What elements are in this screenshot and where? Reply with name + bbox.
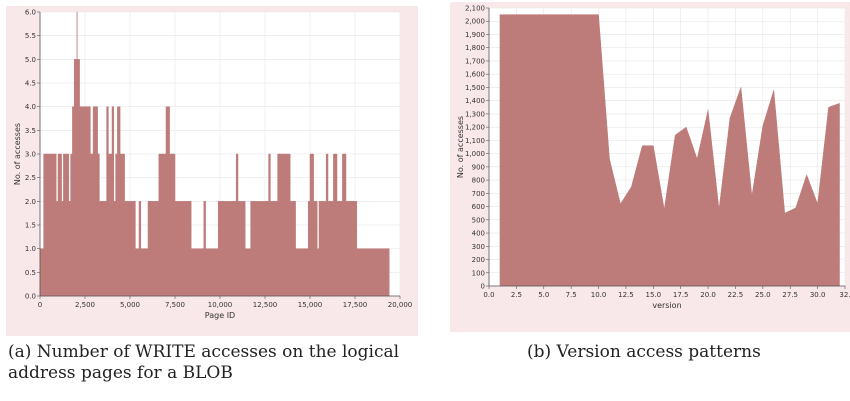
- y-tick-label-4: 400: [472, 230, 485, 238]
- x-tick-label-7: 17,500: [343, 301, 368, 309]
- y-tick-label-0: 0: [481, 283, 485, 291]
- x-tick-label-2: 5,000: [120, 301, 140, 309]
- chart-version-access: 0 100 200 300 400 500 600 700 800 900 1,000 1,100 1,…: [456, 5, 850, 311]
- area-series: [39, 11, 390, 297]
- y-tick-label-8: 4.0: [25, 103, 36, 111]
- y-axis-label: No. of accesses: [456, 116, 465, 178]
- caption-a: (a) Number of WRITE accesses on the logi…: [8, 342, 400, 383]
- x-tick-label-13: 32.: [839, 291, 850, 299]
- x-tick-label-8: 20,000: [388, 301, 413, 309]
- y-axis-label: No. of accesses: [13, 123, 22, 185]
- x-axis-label: Page ID: [205, 311, 235, 320]
- x-tick-label-1: 2,500: [75, 301, 95, 309]
- y-tick-label-18: 1,800: [465, 44, 485, 52]
- y-tick-label-5: 500: [472, 216, 485, 224]
- y-tick-label-1: 0.5: [25, 269, 36, 277]
- chart-write-accesses: 0.0 0.5 1.0 1.5 2.0 2.5 3.0 3.5 4.0 4.5 5.0 5.5 6.0 0…: [13, 9, 413, 321]
- y-tick-label-11: 1,100: [465, 137, 485, 145]
- y-tick-label-5: 2.5: [25, 174, 36, 182]
- x-tick-label-11: 27.5: [782, 291, 798, 299]
- x-tick-label-12: 30.0: [810, 291, 826, 299]
- x-tick-label-4: 10,000: [208, 301, 233, 309]
- y-tick-label-6: 3.0: [25, 151, 36, 159]
- y-tick-label-7: 3.5: [25, 127, 36, 135]
- x-tick-label-10: 25.0: [755, 291, 771, 299]
- y-tick-label-14: 1,400: [465, 97, 485, 105]
- x-tick-label-5: 12,500: [253, 301, 278, 309]
- x-tick-label-1: 2.5: [511, 291, 522, 299]
- y-tick-label-10: 1,000: [465, 150, 485, 158]
- chart-panel-write-accesses: 0.0 0.5 1.0 1.5 2.0 2.5 3.0 3.5 4.0 4.5 5.0 5.5 6.0 0…: [6, 6, 418, 336]
- y-tick-label-3: 1.5: [25, 222, 36, 230]
- x-tick-label-7: 17.5: [673, 291, 689, 299]
- y-tick-label-9: 900: [472, 163, 485, 171]
- y-tick-label-8: 800: [472, 177, 485, 185]
- y-tick-label-0: 0.0: [25, 293, 36, 301]
- y-tick-label-3: 300: [472, 243, 485, 251]
- x-tick-label-6: 15,000: [298, 301, 323, 309]
- x-tick-label-5: 12.5: [618, 291, 634, 299]
- caption-b: (b) Version access patterns: [527, 342, 761, 362]
- x-tick-label-9: 22.5: [728, 291, 744, 299]
- y-tick-label-15: 1,500: [465, 84, 485, 92]
- chart-panel-version-access: 0 100 200 300 400 500 600 700 800 900 1,000 1,100 1,…: [450, 2, 850, 332]
- y-tick-label-2: 200: [472, 256, 485, 264]
- x-tick-label-3: 7,500: [165, 301, 185, 309]
- x-tick-label-3: 7.5: [566, 291, 577, 299]
- y-tick-label-13: 1,300: [465, 110, 485, 118]
- y-tick-label-7: 700: [472, 190, 485, 198]
- y-tick-label-21: 2,100: [465, 5, 485, 13]
- y-tick-label-19: 1,900: [465, 31, 485, 39]
- area-series: [499, 14, 840, 287]
- y-tick-label-9: 4.5: [25, 80, 36, 88]
- y-tick-label-6: 600: [472, 203, 485, 211]
- x-axis-label: version: [652, 301, 681, 310]
- y-tick-label-17: 1,700: [465, 57, 485, 65]
- x-tick-label-8: 20.0: [700, 291, 716, 299]
- x-tick-label-4: 10.0: [591, 291, 607, 299]
- y-tick-label-12: 1,200: [465, 124, 485, 132]
- x-tick-label-0: 0: [38, 301, 42, 309]
- y-tick-label-16: 1,600: [465, 71, 485, 79]
- y-tick-label-11: 5.5: [25, 32, 36, 40]
- y-tick-label-12: 6.0: [25, 9, 36, 17]
- y-tick-label-20: 2,000: [465, 18, 485, 26]
- x-tick-label-2: 5.0: [538, 291, 549, 299]
- y-tick-label-10: 5.0: [25, 56, 36, 64]
- y-tick-label-2: 1.0: [25, 245, 36, 253]
- x-tick-label-6: 15.0: [646, 291, 662, 299]
- y-tick-label-4: 2.0: [25, 198, 36, 206]
- x-tick-label-0: 0.0: [483, 291, 494, 299]
- y-tick-label-1: 100: [472, 269, 485, 277]
